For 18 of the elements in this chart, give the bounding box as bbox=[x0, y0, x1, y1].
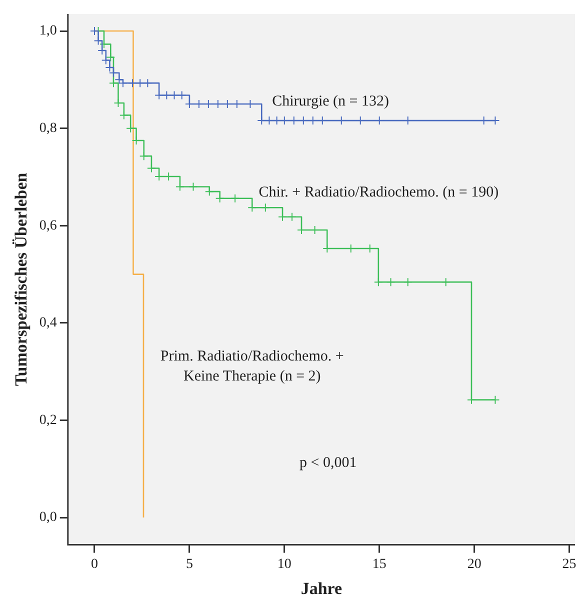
y-tick-label: 0,6 bbox=[39, 218, 57, 234]
x-tick-label: 0 bbox=[90, 556, 98, 572]
series-label: Chir. + Radiatio/Radiochemo. (n = 190) bbox=[258, 184, 499, 200]
series-label: Prim. Radiatio/Radiochemo. + Keine Therapie (n = 2) bbox=[160, 348, 344, 385]
y-tick-label: 0,4 bbox=[39, 316, 57, 331]
series-label: Chirurgie (n = 132) bbox=[272, 94, 389, 110]
annotation: p < 0,001 bbox=[299, 455, 357, 471]
x-tick-label: 20 bbox=[467, 556, 482, 572]
x-tick-label: 10 bbox=[277, 556, 292, 572]
y-tick-label: 0,2 bbox=[39, 412, 57, 428]
x-tick-label: 5 bbox=[186, 556, 193, 572]
y-tick-label: 0,8 bbox=[39, 121, 57, 136]
x-axis-title: Jahre bbox=[300, 579, 343, 598]
x-tick-label: 25 bbox=[562, 556, 576, 572]
y-tick-label: 0,0 bbox=[39, 510, 57, 526]
y-axis-title: Tumorspezifisches Überleben bbox=[12, 172, 31, 386]
y-tick-label: 1,0 bbox=[39, 24, 57, 39]
x-tick-label: 15 bbox=[372, 556, 386, 572]
